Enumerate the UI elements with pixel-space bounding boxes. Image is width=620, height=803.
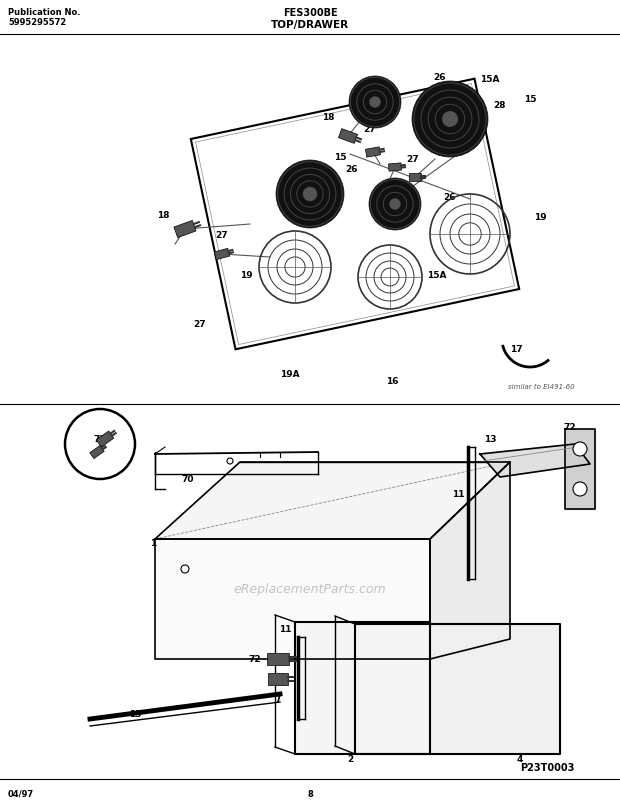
Circle shape [573,483,587,496]
Polygon shape [214,249,230,260]
Text: 11: 11 [279,625,291,634]
Text: 11: 11 [452,490,464,499]
Polygon shape [174,221,196,238]
Polygon shape [268,674,288,685]
Polygon shape [409,174,422,181]
Circle shape [573,442,587,456]
Polygon shape [388,164,402,172]
Text: 16: 16 [386,377,398,386]
Text: 15A: 15A [427,270,447,279]
Text: 72: 72 [564,423,577,432]
Text: 04/97: 04/97 [8,789,34,798]
Text: eReplacementParts.com: eReplacementParts.com [234,583,386,596]
Polygon shape [96,431,114,447]
Text: 71: 71 [94,435,106,444]
Text: similar to EI491-60: similar to EI491-60 [508,384,575,389]
Polygon shape [365,148,381,158]
Polygon shape [565,430,595,509]
Circle shape [276,161,344,229]
Text: Publication No.: Publication No. [8,8,81,17]
Text: 8: 8 [307,789,313,798]
Text: 26: 26 [444,194,456,202]
Text: 19: 19 [240,270,252,279]
Text: 19A: 19A [452,99,472,108]
Text: 27: 27 [407,155,419,165]
Text: 19A: 19A [280,370,300,379]
Polygon shape [355,624,560,754]
Circle shape [304,189,316,201]
Text: 27: 27 [216,231,228,240]
Text: 72: 72 [249,654,261,663]
Text: 5995295572: 5995295572 [8,18,66,27]
Text: 27: 27 [364,125,376,134]
Text: FES300BE: FES300BE [283,8,337,18]
Text: TOP/DRAWER: TOP/DRAWER [271,20,349,30]
Text: 18: 18 [157,210,169,219]
Circle shape [391,200,400,210]
Circle shape [412,82,488,158]
Polygon shape [339,129,358,145]
Text: P23T0003: P23T0003 [521,762,575,772]
Text: 19: 19 [534,214,546,222]
Text: 1: 1 [150,538,156,547]
Circle shape [349,77,401,128]
Text: 18: 18 [322,112,334,121]
Text: 2: 2 [347,755,353,764]
Polygon shape [155,463,510,540]
Circle shape [370,98,379,108]
Text: 13: 13 [129,710,141,719]
Text: 70: 70 [182,475,194,484]
Text: 26: 26 [346,165,358,174]
Polygon shape [267,653,289,666]
Text: 4: 4 [517,755,523,764]
Text: 15A: 15A [480,75,500,84]
Polygon shape [295,622,430,754]
Circle shape [369,179,421,230]
Text: 13: 13 [484,435,496,444]
Text: 28: 28 [494,100,507,109]
Text: 15: 15 [334,153,346,161]
Circle shape [443,113,457,127]
Polygon shape [155,540,430,659]
Polygon shape [430,463,510,659]
Text: 26: 26 [434,73,446,83]
Polygon shape [480,444,590,478]
Polygon shape [90,446,104,459]
Text: 15: 15 [524,96,536,104]
Text: 17: 17 [510,345,522,354]
Text: 27: 27 [193,320,206,329]
